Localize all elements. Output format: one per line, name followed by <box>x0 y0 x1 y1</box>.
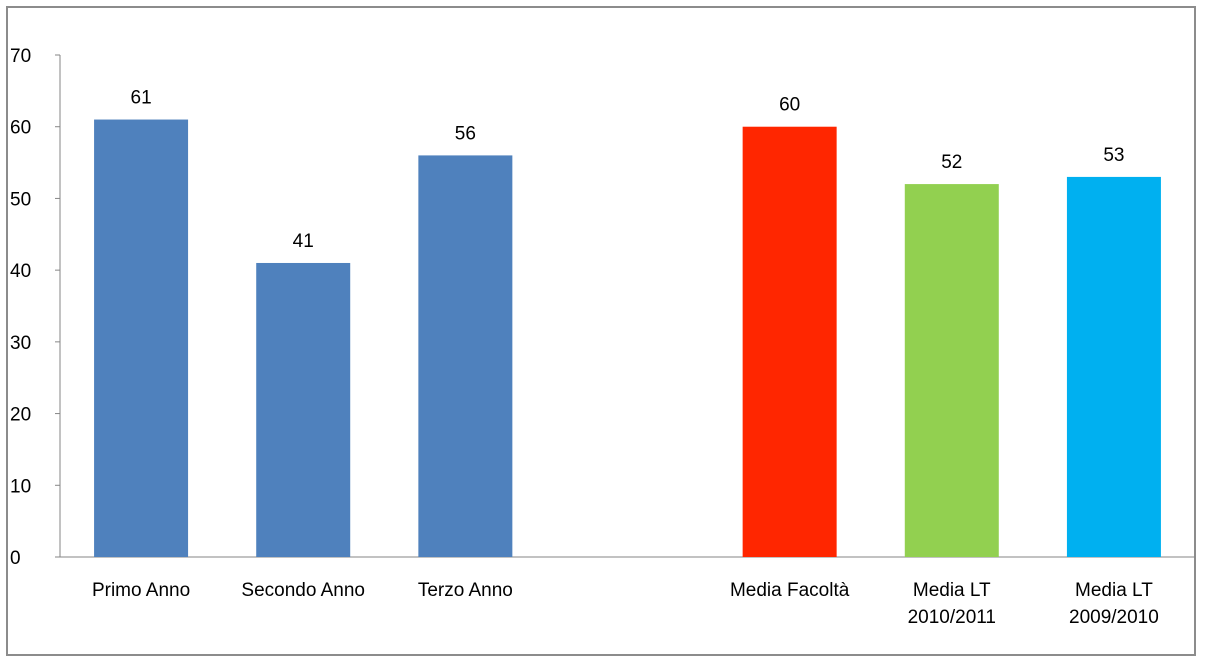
bar <box>904 184 999 558</box>
y-tick-label: 20 <box>10 405 31 426</box>
bar <box>94 119 189 558</box>
y-tick-label: 30 <box>10 333 31 354</box>
x-tick-label: 2009/2010 <box>1069 607 1159 628</box>
x-tick-label: Media LT <box>1075 580 1153 601</box>
y-tick-label: 10 <box>10 476 31 497</box>
data-label: 61 <box>131 88 152 109</box>
bar <box>1066 176 1161 557</box>
bar <box>418 155 513 557</box>
data-label: 56 <box>455 123 476 144</box>
x-tick-label: Primo Anno <box>92 580 190 601</box>
data-label: 41 <box>293 231 314 252</box>
x-tick-label: Terzo Anno <box>418 580 513 601</box>
y-tick-label: 40 <box>10 261 31 282</box>
chart-bars <box>94 119 1161 558</box>
x-tick-label: Media LT <box>913 580 991 601</box>
data-label: 53 <box>1103 145 1124 166</box>
bar <box>742 126 837 557</box>
y-tick-label: 0 <box>10 548 21 569</box>
chart-axes: 0 10 20 30 40 50 60 70 <box>10 46 1195 569</box>
y-tick-label: 60 <box>10 118 31 139</box>
data-label: 60 <box>779 95 800 116</box>
bar <box>256 262 351 557</box>
y-tick-label: 70 <box>10 46 31 67</box>
y-tick-label: 50 <box>10 189 31 210</box>
chart-labels: 61 Primo Anno 41 Secondo Anno 56 Terzo Anno 60… <box>92 88 1159 628</box>
x-tick-label: Media Facoltà <box>730 580 850 601</box>
data-label: 52 <box>941 152 962 173</box>
x-tick-label: 2010/2011 <box>908 607 996 628</box>
x-tick-label: Secondo Anno <box>241 580 365 601</box>
